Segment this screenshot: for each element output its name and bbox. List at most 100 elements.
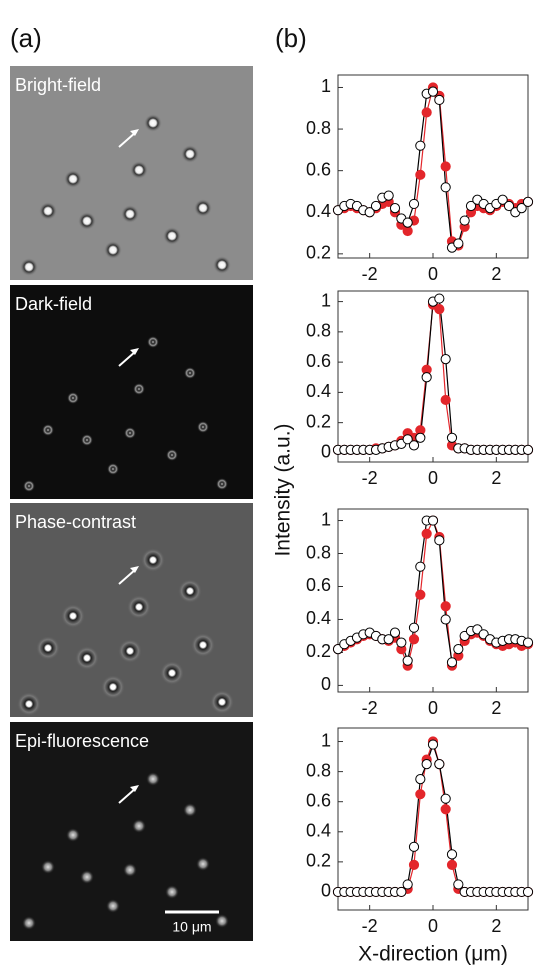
particle bbox=[146, 772, 160, 786]
data-point bbox=[440, 182, 451, 193]
data-point bbox=[402, 434, 413, 445]
particle bbox=[39, 202, 57, 220]
arrow bbox=[118, 568, 137, 585]
particle bbox=[183, 803, 197, 817]
x-tick-label: 0 bbox=[428, 468, 438, 488]
particle bbox=[124, 427, 136, 439]
y-tick-label: 0.8 bbox=[306, 760, 331, 780]
micrograph: Epi-fluorescence bbox=[10, 722, 253, 941]
x-tick-label: 2 bbox=[491, 264, 501, 284]
plot-frame bbox=[337, 74, 529, 259]
particle bbox=[144, 114, 162, 132]
particle bbox=[130, 161, 148, 179]
micrograph-background bbox=[10, 722, 253, 941]
micrograph: Dark-field bbox=[10, 285, 253, 499]
particle bbox=[147, 336, 159, 348]
particle bbox=[181, 145, 199, 163]
arrow bbox=[118, 350, 137, 367]
micrograph: Phase-contrast bbox=[10, 503, 253, 717]
data-point bbox=[440, 804, 451, 815]
data-point bbox=[421, 372, 432, 383]
data-point bbox=[408, 841, 420, 852]
x-tick-label: 0 bbox=[428, 916, 438, 936]
x-tick-label: 0 bbox=[428, 698, 438, 718]
y-tick-label: 1 bbox=[321, 730, 331, 750]
y-tick-label: 0.2 bbox=[306, 641, 331, 661]
particle bbox=[121, 205, 139, 223]
particle bbox=[20, 258, 38, 276]
particle bbox=[178, 579, 202, 603]
plot: 0 0.2 0.4 0.6 0.8 1 -2 0 2 bbox=[306, 290, 534, 488]
plot: 0.2 0.4 0.6 0.8 1 -2 0 2 bbox=[306, 74, 534, 284]
micrograph-label: Phase-contrast bbox=[15, 512, 136, 532]
particle bbox=[215, 914, 229, 928]
data-point bbox=[415, 561, 426, 572]
particle bbox=[141, 548, 165, 572]
arrow bbox=[118, 131, 137, 148]
particle bbox=[17, 692, 41, 716]
data-point bbox=[370, 200, 382, 212]
y-tick-label: 1 bbox=[321, 76, 331, 96]
particle bbox=[23, 480, 35, 492]
data-point bbox=[415, 169, 426, 180]
data-point bbox=[522, 196, 534, 207]
data-point bbox=[402, 655, 413, 666]
particle bbox=[66, 828, 80, 842]
data-point bbox=[402, 217, 413, 228]
particle bbox=[165, 885, 179, 899]
y-tick-label: 0.2 bbox=[306, 411, 331, 431]
particle bbox=[160, 661, 184, 685]
y-axis-label: Intensity (a.u.) bbox=[272, 423, 295, 556]
arrow bbox=[118, 787, 137, 804]
particle bbox=[64, 170, 82, 188]
particle bbox=[22, 916, 36, 930]
x-tick-label: -2 bbox=[362, 468, 378, 488]
micrograph-label: Dark-field bbox=[15, 294, 92, 314]
data-point bbox=[408, 440, 420, 451]
data-point bbox=[516, 202, 527, 214]
data-point bbox=[459, 215, 470, 226]
x-tick-label: 2 bbox=[491, 468, 501, 488]
data-point bbox=[408, 198, 420, 210]
data-point bbox=[415, 140, 426, 151]
y-tick-label: 0.2 bbox=[306, 243, 331, 263]
data-point bbox=[503, 200, 515, 212]
x-tick-label: -2 bbox=[362, 916, 378, 936]
series-line bbox=[338, 303, 528, 451]
particle bbox=[166, 449, 178, 461]
y-tick-label: 0.6 bbox=[306, 351, 331, 371]
data-point bbox=[440, 394, 451, 406]
micrograph-label: Epi-fluorescence bbox=[15, 731, 149, 751]
data-point bbox=[497, 194, 508, 205]
data-point bbox=[440, 161, 451, 172]
micrograph-background bbox=[10, 285, 253, 499]
data-point bbox=[415, 432, 426, 443]
particle bbox=[123, 863, 137, 877]
y-tick-label: 0.2 bbox=[306, 851, 331, 871]
y-tick-label: 0 bbox=[321, 881, 331, 901]
micrograph: Bright-field bbox=[10, 66, 253, 280]
data-point bbox=[440, 614, 451, 625]
data-point bbox=[396, 637, 407, 648]
y-tick-label: 0 bbox=[321, 674, 331, 694]
particle bbox=[104, 241, 122, 259]
x-tick-label: 2 bbox=[491, 916, 501, 936]
micrograph-label: Bright-field bbox=[15, 75, 101, 95]
data-point bbox=[453, 644, 464, 655]
scale-bar: 10 μm bbox=[165, 910, 219, 935]
data-point bbox=[522, 444, 534, 455]
data-point bbox=[427, 515, 439, 526]
data-point bbox=[446, 849, 458, 860]
particle bbox=[75, 646, 99, 670]
particle bbox=[106, 899, 120, 913]
particle bbox=[127, 595, 151, 619]
y-tick-label: 1 bbox=[321, 290, 331, 310]
data-point bbox=[453, 879, 464, 890]
y-tick-label: 0.4 bbox=[306, 821, 331, 841]
data-point bbox=[440, 353, 451, 365]
particle bbox=[210, 690, 234, 714]
data-point bbox=[383, 190, 394, 201]
particle bbox=[101, 675, 125, 699]
scale-bar-label: 10 μm bbox=[172, 919, 211, 935]
data-point bbox=[415, 789, 426, 800]
